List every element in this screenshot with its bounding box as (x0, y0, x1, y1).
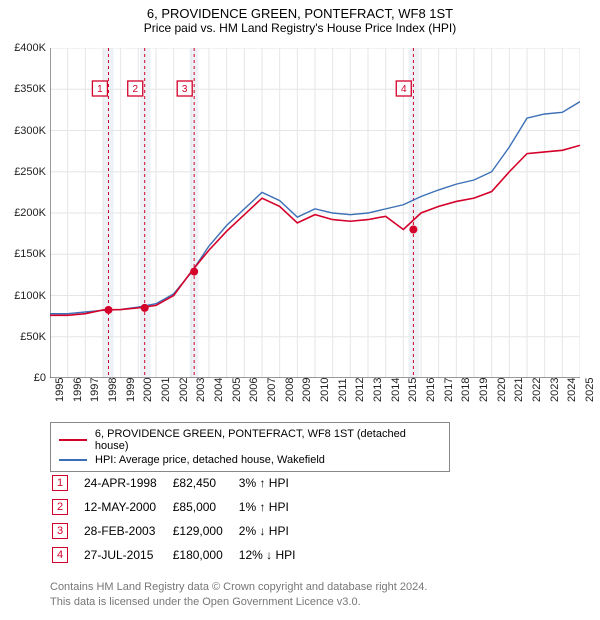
x-tick-label: 2019 (478, 378, 490, 402)
x-tick-label: 2003 (195, 378, 207, 402)
y-tick-label: £100K (2, 290, 46, 302)
x-tick-label: 2017 (443, 378, 455, 402)
footnote-line-2: This data is licensed under the Open Gov… (50, 596, 361, 608)
chart-area: 1234 £0£50K£100K£150K£200K£250K£300K£350… (50, 48, 580, 378)
x-tick-label: 2000 (142, 378, 154, 402)
x-tick-label: 2025 (584, 378, 596, 402)
legend-swatch (59, 439, 87, 441)
x-tick-label: 2005 (231, 378, 243, 402)
y-tick-label: £150K (2, 248, 46, 260)
x-tick-label: 2002 (178, 378, 190, 402)
svg-text:1: 1 (97, 84, 103, 95)
table-row: 1 24-APR-1998£82,4503% ↑ HPI (52, 472, 309, 494)
footnote-line-1: Contains HM Land Registry data © Crown c… (50, 581, 427, 593)
legend-swatch (59, 459, 87, 461)
sale-price: £129,000 (173, 520, 237, 542)
sale-marker-box: 1 (52, 475, 68, 491)
x-tick-label: 2013 (372, 378, 384, 402)
chart-title: 6, PROVIDENCE GREEN, PONTEFRACT, WF8 1ST (0, 0, 600, 21)
x-tick-label: 1995 (54, 378, 66, 402)
sale-price: £180,000 (173, 544, 237, 566)
sale-date: 27-JUL-2015 (84, 544, 171, 566)
x-tick-label: 2021 (513, 378, 525, 402)
x-tick-label: 2008 (284, 378, 296, 402)
x-tick-label: 2022 (531, 378, 543, 402)
y-tick-label: £400K (2, 42, 46, 54)
svg-text:4: 4 (401, 84, 407, 95)
sale-date: 12-MAY-2000 (84, 496, 171, 518)
x-tick-label: 1999 (125, 378, 137, 402)
sale-date: 28-FEB-2003 (84, 520, 171, 542)
x-tick-label: 2004 (213, 378, 225, 402)
svg-text:2: 2 (132, 84, 138, 95)
x-tick-label: 2016 (425, 378, 437, 402)
y-tick-label: £0 (2, 372, 46, 384)
x-tick-label: 2007 (266, 378, 278, 402)
chart-subtitle: Price paid vs. HM Land Registry's House … (0, 21, 600, 39)
y-tick-label: £350K (2, 83, 46, 95)
x-tick-label: 2009 (301, 378, 313, 402)
x-tick-label: 2024 (566, 378, 578, 402)
x-tick-label: 1996 (72, 378, 84, 402)
x-tick-label: 2020 (496, 378, 508, 402)
legend-label: HPI: Average price, detached house, Wake… (95, 454, 325, 466)
x-tick-label: 2010 (319, 378, 331, 402)
sale-price: £82,450 (173, 472, 237, 494)
y-tick-label: £50K (2, 331, 46, 343)
sale-delta: 3% ↑ HPI (239, 472, 310, 494)
x-tick-label: 1998 (107, 378, 119, 402)
x-tick-label: 2023 (549, 378, 561, 402)
sale-marker-box: 4 (52, 547, 68, 563)
sale-price: £85,000 (173, 496, 237, 518)
chart-svg: 1 2 3 4 (50, 48, 580, 378)
sale-marker-box: 2 (52, 499, 68, 515)
x-tick-label: 2001 (160, 378, 172, 402)
sale-delta: 2% ↓ HPI (239, 520, 310, 542)
legend-label: 6, PROVIDENCE GREEN, PONTEFRACT, WF8 1ST… (95, 428, 441, 452)
table-row: 3 28-FEB-2003£129,0002% ↓ HPI (52, 520, 309, 542)
x-tick-label: 2014 (390, 378, 402, 402)
table-row: 4 27-JUL-2015£180,00012% ↓ HPI (52, 544, 309, 566)
y-tick-label: £250K (2, 166, 46, 178)
y-tick-label: £300K (2, 125, 46, 137)
x-tick-label: 2018 (460, 378, 472, 402)
footnote: Contains HM Land Registry data © Crown c… (50, 580, 427, 610)
legend-item: 6, PROVIDENCE GREEN, PONTEFRACT, WF8 1ST… (59, 427, 441, 453)
x-tick-label: 1997 (89, 378, 101, 402)
sales-table: 124-APR-1998£82,4503% ↑ HPI212-MAY-2000£… (50, 470, 311, 568)
x-tick-label: 2012 (354, 378, 366, 402)
x-tick-label: 2006 (248, 378, 260, 402)
chart-container: 6, PROVIDENCE GREEN, PONTEFRACT, WF8 1ST… (0, 0, 600, 620)
x-tick-label: 2015 (407, 378, 419, 402)
svg-text:3: 3 (182, 84, 188, 95)
sale-marker-box: 3 (52, 523, 68, 539)
x-tick-label: 2011 (337, 378, 349, 402)
table-row: 2 12-MAY-2000£85,0001% ↑ HPI (52, 496, 309, 518)
y-tick-label: £200K (2, 207, 46, 219)
sale-date: 24-APR-1998 (84, 472, 171, 494)
legend-item: HPI: Average price, detached house, Wake… (59, 453, 441, 467)
legend: 6, PROVIDENCE GREEN, PONTEFRACT, WF8 1ST… (50, 422, 450, 472)
sale-delta: 1% ↑ HPI (239, 496, 310, 518)
sale-delta: 12% ↓ HPI (239, 544, 310, 566)
